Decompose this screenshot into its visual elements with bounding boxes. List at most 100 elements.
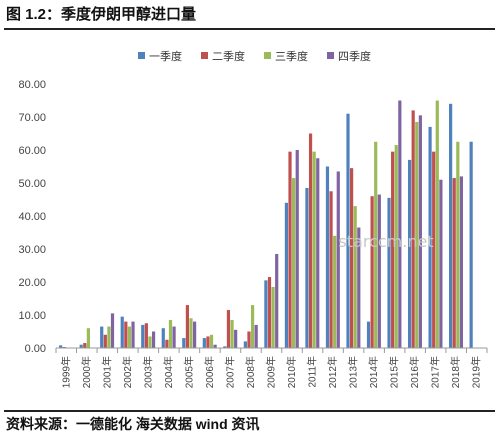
bar [182,338,186,348]
bar [103,334,107,348]
x-tick-label: 2010年 [285,356,298,388]
bar [357,227,361,348]
bar [206,336,210,348]
bar [418,115,422,348]
bar [243,341,247,348]
x-tick-label: 2014年 [367,356,380,388]
bar [316,158,320,348]
y-tick-label: 10.00 [18,310,46,322]
bar [428,126,432,349]
x-tick-label: 2012年 [326,356,339,388]
bar [83,343,87,348]
figure-title: 图 1.2：季度伊朗甲醇进口量 [6,6,197,23]
bar [271,286,275,348]
bar [370,196,374,348]
x-tick-label: 2000年 [80,356,93,388]
bar [325,166,330,348]
legend-label: 三季度 [275,49,308,63]
x-tick-label: 2007年 [223,356,236,388]
bar [452,178,456,348]
bar [124,321,128,348]
bar [165,339,169,348]
bar [148,336,152,348]
bar [407,159,412,348]
legend-label: 四季度 [338,49,371,63]
bar [189,318,193,348]
y-tick-label: 80.00 [18,79,46,91]
bar [213,344,217,348]
bar [295,150,299,348]
bar [432,151,436,348]
bar [250,305,255,348]
x-tick-label: 2008年 [244,356,257,388]
y-axis: 0.00 10.00 20.00 30.00 40.00 50.00 60.00 70.00 8… [18,79,46,355]
bar [120,316,124,348]
bar [336,171,340,348]
bar [449,103,453,348]
x-tick-label: 2009年 [265,356,278,388]
y-tick-label: 40.00 [18,211,46,223]
y-tick-label: 30.00 [18,244,46,256]
bar [230,319,234,348]
title-divider [4,28,495,30]
bar [168,319,173,348]
bar [59,345,63,348]
bar [353,206,357,348]
bar [209,334,214,348]
x-tick-label: 2019年 [470,356,483,388]
bar [254,324,258,348]
y-tick-label: 0.00 [25,343,46,355]
bar [305,187,309,348]
bar [469,141,473,348]
legend-swatch [201,52,208,59]
legend-label: 一季度 [149,49,182,63]
bar [346,113,350,348]
legend-swatch [327,52,334,59]
legend-swatch [264,52,271,59]
bar-marks [59,100,473,349]
bar [333,235,337,348]
bar [172,326,176,348]
bar [110,313,115,348]
bar [202,338,206,348]
x-tick-label: 2006年 [203,356,216,388]
bar [284,202,289,348]
bar [387,197,391,348]
bar [247,331,251,348]
x-tick-label: 2001年 [100,356,113,388]
bar [312,151,316,348]
bar [292,178,296,348]
bar [144,323,148,348]
x-tick-label: 2003年 [141,356,154,388]
bar [350,168,354,348]
bar [374,141,378,348]
bar [391,151,395,348]
source-note: 资料来源：一德能化 海关数据 wind 资讯 [6,416,260,432]
watermark-text: starccm.net [338,232,433,251]
x-tick-label: 2015年 [388,356,401,388]
bar [435,100,439,348]
bar [329,191,333,348]
bar [308,133,313,348]
bar [193,321,197,348]
bar [394,145,398,348]
bar [127,326,132,348]
bar [377,194,381,348]
legend-label: 二季度 [212,49,245,63]
bar [234,329,238,348]
bar [288,151,292,348]
x-tick-label: 1999年 [59,356,72,388]
x-tick-label: 2005年 [182,356,195,388]
x-tick-label: 2017年 [429,356,442,388]
bar [398,100,402,348]
bar [415,121,419,348]
bar [151,331,156,348]
bar [226,310,231,348]
x-tick-label: 2011年 [306,356,319,388]
y-tick-label: 50.00 [18,178,46,190]
bar [79,344,83,348]
bar [264,280,268,348]
x-axis: 1999年 2000年 2001年 2002年 2003年 2004年 2005年 2006年… [55,347,488,388]
bar [86,328,90,348]
